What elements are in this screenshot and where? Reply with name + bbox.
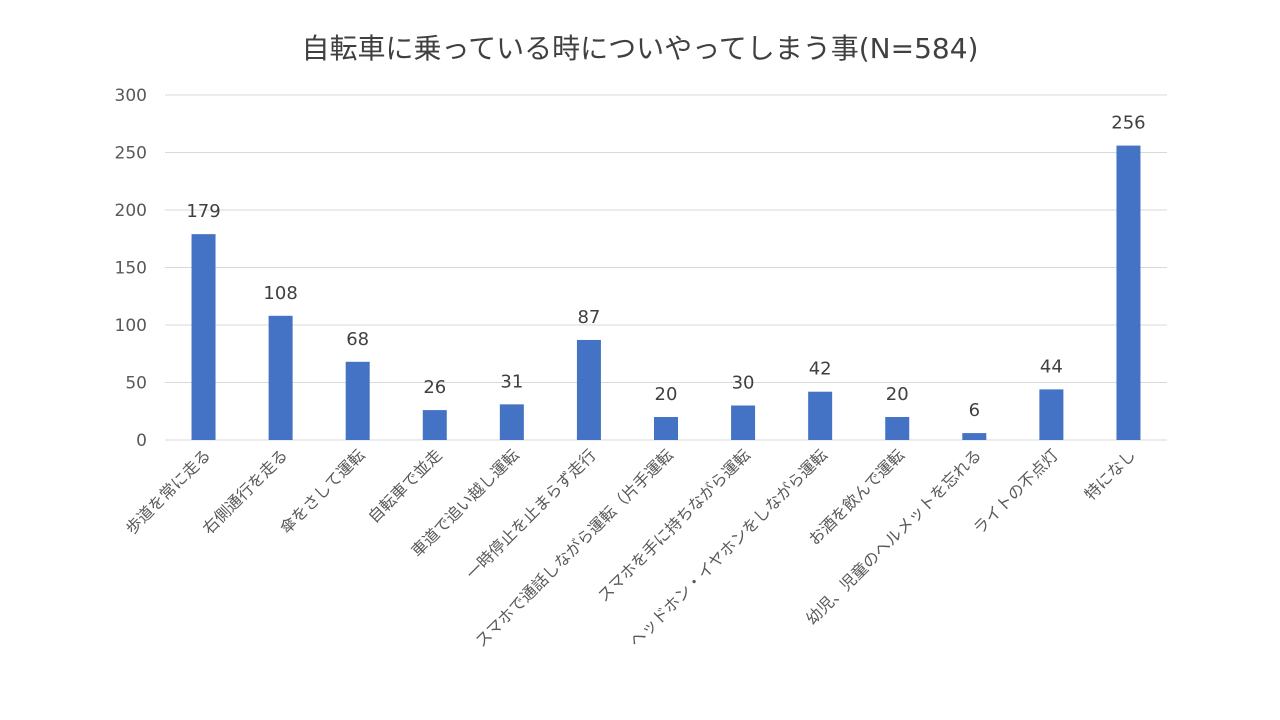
bar — [422, 410, 447, 440]
bar — [576, 339, 601, 440]
y-axis-ticks: 0 50 100 150 200 250 300 — [115, 86, 147, 451]
x-tick-label: 一時停止を止まらず走行 — [462, 445, 600, 583]
data-label: 44 — [1040, 356, 1063, 377]
x-tick-label: スマホを手に持ちながら運転 — [594, 445, 754, 605]
bar — [731, 405, 756, 440]
data-label: 256 — [1111, 113, 1145, 134]
y-tick-label: 150 — [115, 259, 147, 279]
data-label: 87 — [577, 307, 600, 328]
bar — [1116, 145, 1141, 440]
bar — [654, 417, 678, 440]
y-tick-label: 100 — [115, 316, 147, 336]
data-label: 31 — [500, 371, 523, 392]
bar — [962, 433, 987, 440]
y-tick-label: 200 — [115, 201, 147, 221]
data-label: 108 — [263, 283, 297, 304]
data-labels: 179 108 68 26 31 87 20 30 42 20 6 44 256 — [186, 113, 1145, 422]
x-tick-label: 自転車で並走 — [364, 445, 445, 526]
data-label: 179 — [186, 201, 220, 222]
bar — [808, 391, 833, 440]
x-tick-label: 特になし — [1081, 445, 1140, 504]
data-label: 26 — [423, 377, 446, 398]
bar — [499, 404, 524, 440]
y-tick-label: 300 — [115, 86, 147, 106]
data-label: 42 — [809, 359, 832, 380]
bar — [345, 361, 370, 440]
data-label: 20 — [655, 384, 678, 405]
data-label: 6 — [969, 400, 980, 421]
data-label: 20 — [886, 384, 909, 405]
bar — [1039, 389, 1064, 440]
bar — [191, 234, 216, 440]
bar — [885, 417, 910, 440]
y-tick-label: 0 — [136, 431, 147, 451]
x-axis-ticks: 歩道を常に走る右側通行を走る傘をさして運転自転車で並走車道で追い越し運転一時停止… — [122, 445, 1140, 650]
data-label: 30 — [732, 373, 755, 394]
bar — [268, 315, 293, 440]
bars — [191, 145, 1141, 440]
y-tick-label: 250 — [115, 144, 147, 164]
chart-title: 自転車に乗っている時についやってしまう事(N=584) — [302, 32, 979, 65]
y-tick-label: 50 — [125, 374, 147, 394]
data-label: 68 — [346, 329, 369, 350]
gridlines — [165, 94, 1167, 441]
